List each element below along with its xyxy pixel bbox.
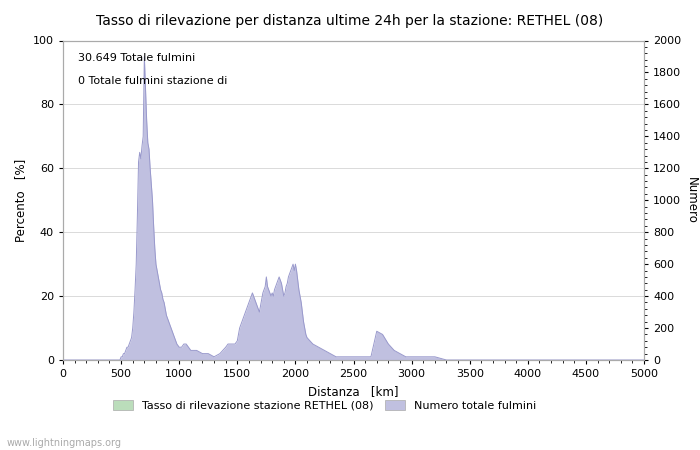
Y-axis label: Percento   [%]: Percento [%] (15, 159, 27, 242)
Legend: Tasso di rilevazione stazione RETHEL (08), Numero totale fulmini: Tasso di rilevazione stazione RETHEL (08… (108, 396, 540, 415)
Text: 0 Totale fulmini stazione di: 0 Totale fulmini stazione di (78, 76, 227, 86)
Y-axis label: Numero: Numero (685, 177, 698, 224)
Text: 30.649 Totale fulmini: 30.649 Totale fulmini (78, 53, 195, 63)
X-axis label: Distanza   [km]: Distanza [km] (308, 385, 399, 398)
Text: www.lightningmaps.org: www.lightningmaps.org (7, 438, 122, 448)
Text: Tasso di rilevazione per distanza ultime 24h per la stazione: RETHEL (08): Tasso di rilevazione per distanza ultime… (97, 14, 603, 27)
